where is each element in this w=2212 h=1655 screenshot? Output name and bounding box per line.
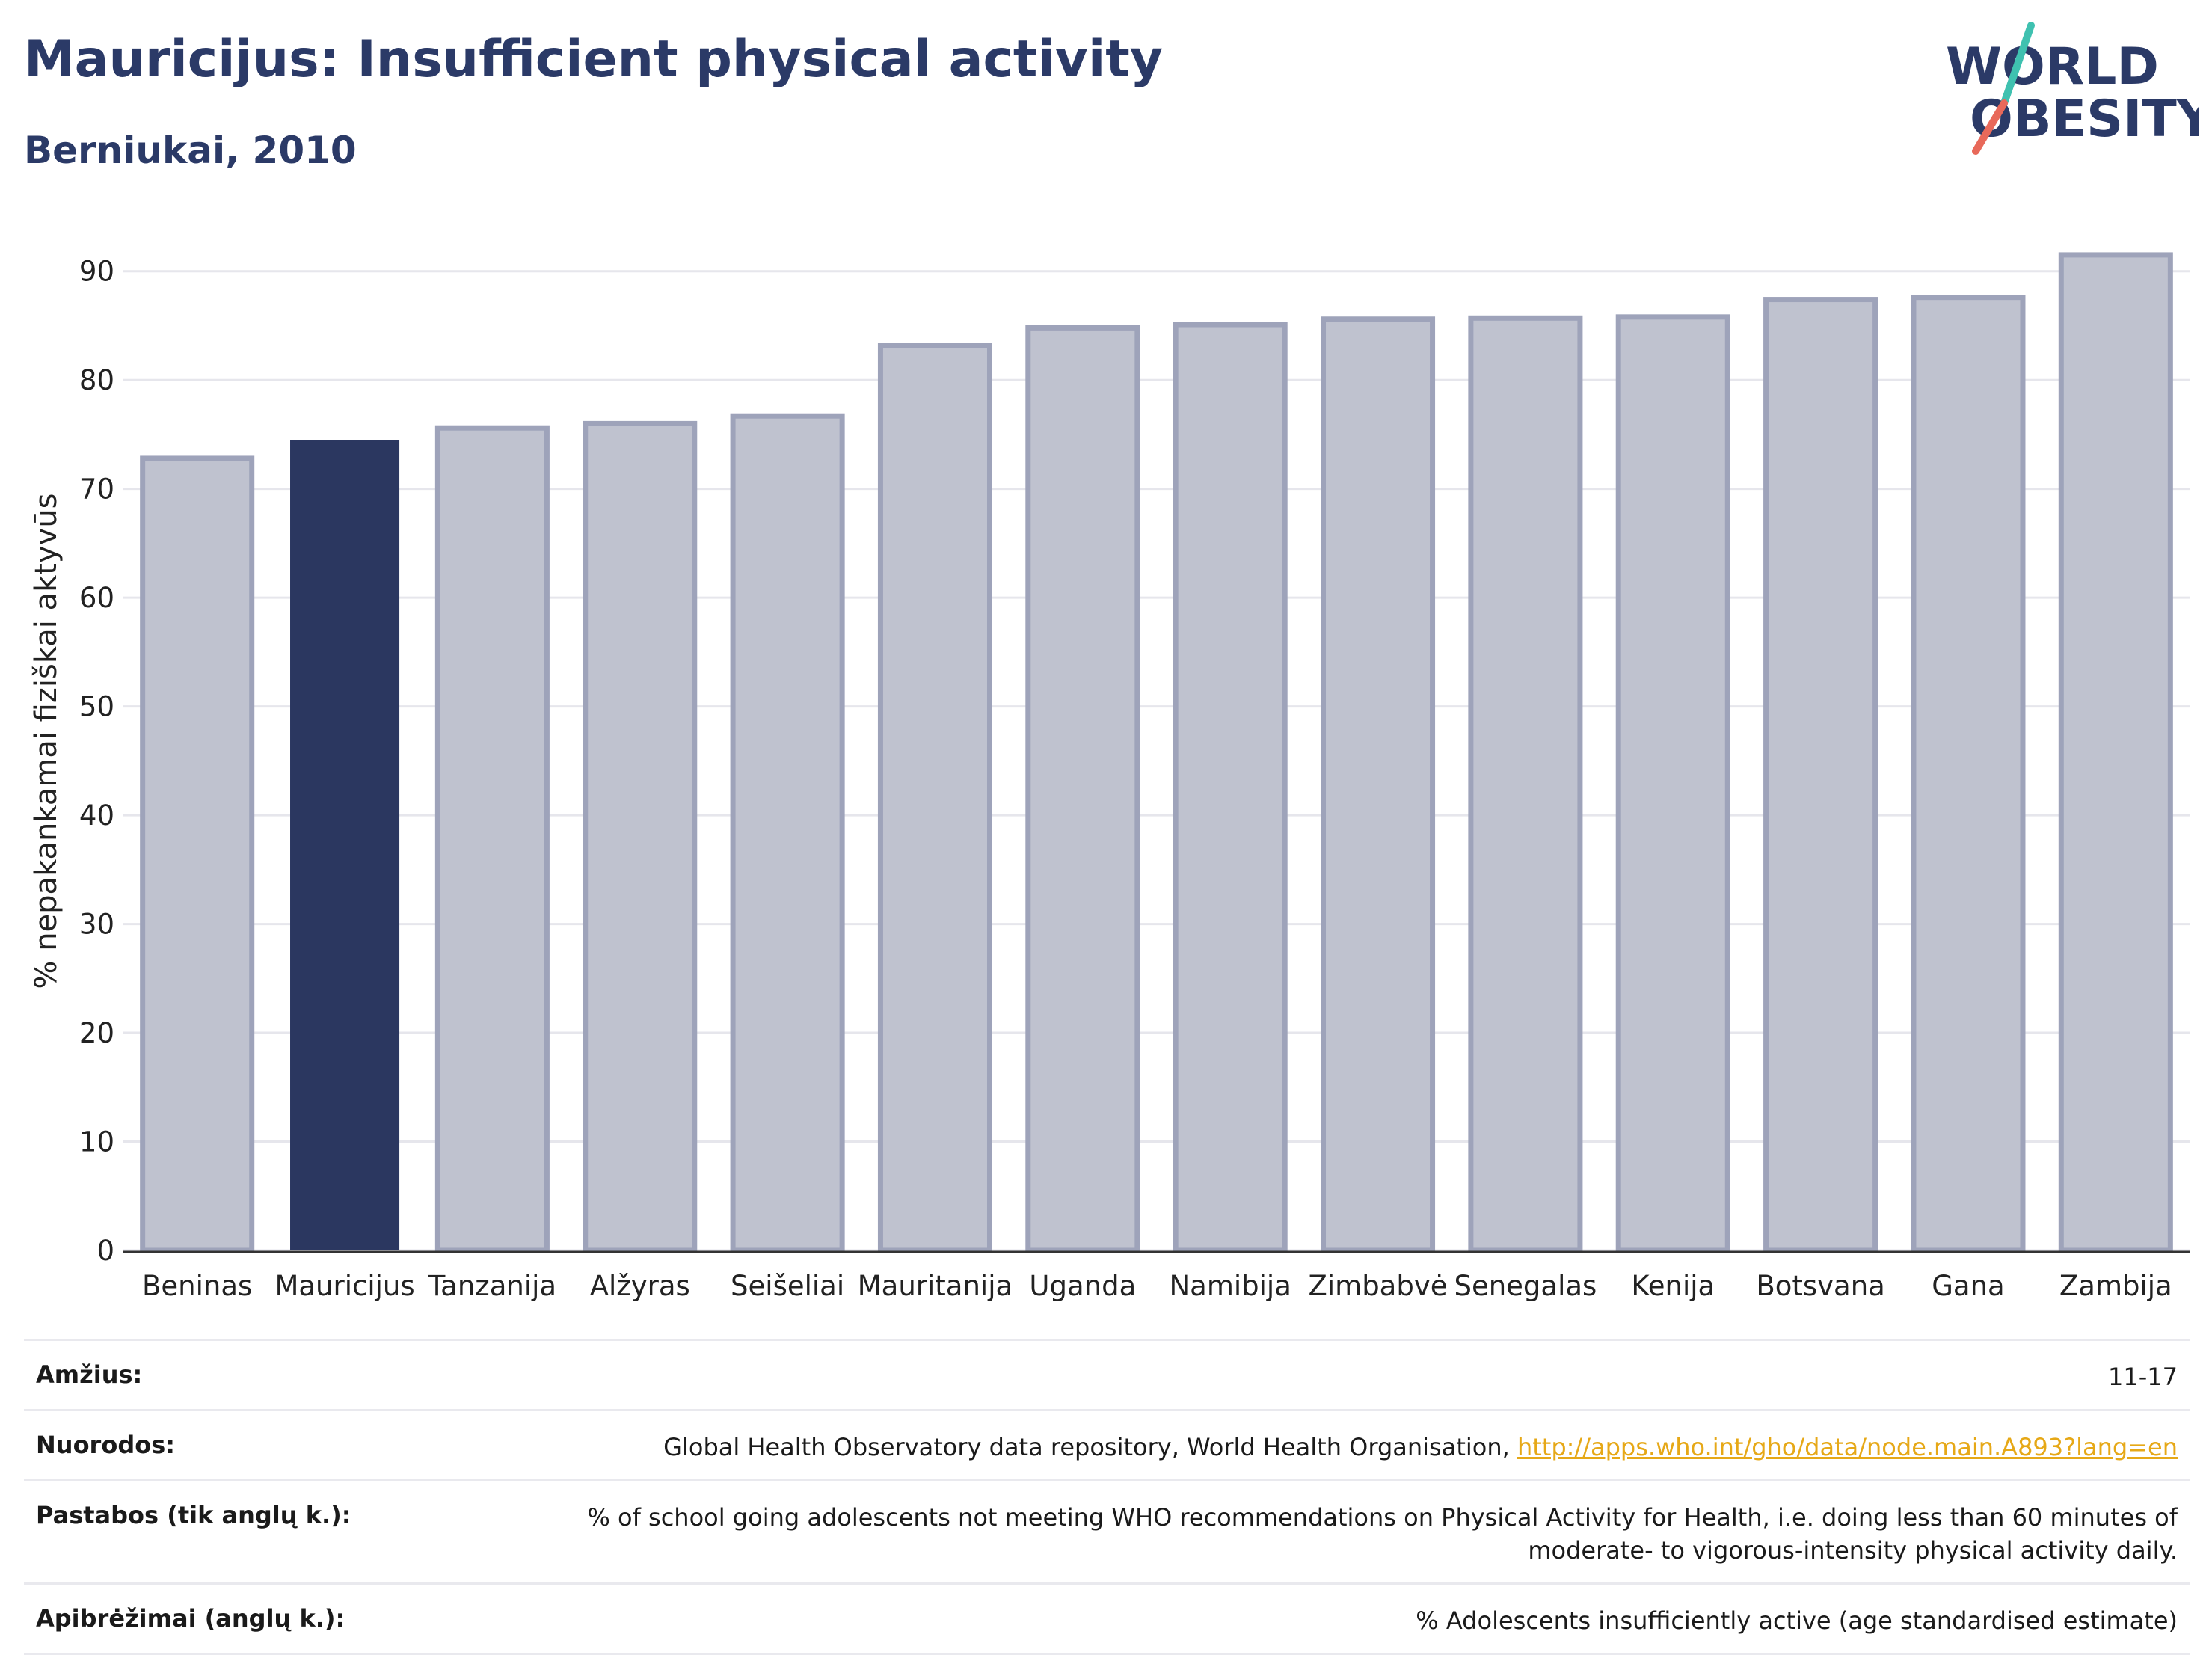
bar-seišeliai[interactable] <box>730 413 845 1253</box>
bar-uganda[interactable] <box>1025 325 1140 1253</box>
x-tick-label: Mauricijus <box>274 1270 414 1302</box>
x-tick-label: Namibija <box>1169 1270 1291 1302</box>
bar-botsvana[interactable] <box>1763 297 1878 1253</box>
logo-line-1: WORLD <box>1946 37 2159 96</box>
bar-senegalas[interactable] <box>1468 315 1583 1253</box>
y-tick-label: 40 <box>79 799 114 832</box>
y-tick-label: 70 <box>79 473 114 506</box>
meta-label: Nuorodos: <box>36 1430 176 1459</box>
world-obesity-logo: WORLD OBESITY <box>1946 22 2199 155</box>
y-axis-ticks: 0 10 20 30 40 50 60 70 80 90 <box>79 256 114 1267</box>
x-tick-label: Alžyras <box>590 1270 690 1302</box>
meta-value: Global Health Observatory data repositor… <box>514 1431 2178 1464</box>
meta-row-references: Nuorodos: Global Health Observatory data… <box>24 1408 2190 1479</box>
y-axis-label: % nepakankamai fiziškai aktyvūs <box>29 493 64 989</box>
meta-value: % Adolescents insufficiently active (age… <box>1416 1606 2178 1636</box>
y-tick-label: 10 <box>79 1126 114 1158</box>
y-tick-label: 90 <box>79 256 114 288</box>
x-tick-label: Uganda <box>1029 1270 1136 1302</box>
bar-mauricijus[interactable] <box>290 440 400 1250</box>
logo-slash-top <box>2000 22 2035 107</box>
bar-beninas[interactable] <box>140 455 255 1253</box>
y-tick-label: 20 <box>79 1017 114 1049</box>
bar-gana[interactable] <box>1911 295 2026 1253</box>
meta-row-age: Amžius: 11-17 <box>24 1339 2190 1409</box>
bar-alžyras[interactable] <box>583 420 698 1253</box>
x-tick-label: Senegalas <box>1454 1270 1597 1302</box>
y-tick-label: 50 <box>79 691 114 723</box>
y-tick-label: 0 <box>96 1235 114 1267</box>
x-tick-label: Zimbabvė <box>1309 1270 1448 1302</box>
bar-mauritanija[interactable] <box>877 343 992 1253</box>
x-tick-label: Kenija <box>1631 1270 1715 1302</box>
meta-label: Amžius: <box>36 1360 143 1389</box>
page-subtitle: Berniukai, 2010 <box>24 129 357 172</box>
bar-zimbabvė[interactable] <box>1321 316 1436 1253</box>
bars <box>140 252 2173 1253</box>
bar-chart: 0 10 20 30 40 50 60 70 80 90 Beninas Mauricijus Tan… <box>29 252 2190 1302</box>
x-tick-label: Botsvana <box>1756 1270 1885 1302</box>
x-tick-label: Gana <box>1932 1270 2004 1302</box>
y-tick-label: 80 <box>79 364 114 396</box>
y-tick-label: 60 <box>79 582 114 614</box>
meta-value: % of school going adolescents not meetin… <box>587 1502 2178 1565</box>
page-title: Mauricijus: Insufficient physical activi… <box>24 30 1164 89</box>
x-tick-label: Seišeliai <box>731 1270 844 1302</box>
bar-namibija[interactable] <box>1173 322 1288 1253</box>
x-tick-label: Mauritanija <box>858 1270 1013 1302</box>
bar-zambija[interactable] <box>2058 252 2173 1253</box>
x-axis-ticks: Beninas Mauricijus Tanzanija Alžyras Seišeli… <box>142 1270 2172 1302</box>
logo-slash-bottom <box>1972 99 2008 155</box>
y-tick-label: 30 <box>79 909 114 941</box>
x-tick-label: Beninas <box>142 1270 252 1302</box>
bar-kenija[interactable] <box>1615 314 1730 1253</box>
grid-lines <box>123 270 2190 1252</box>
reference-link[interactable]: http://apps.who.int/gho/data/node.main.A… <box>1517 1432 2178 1461</box>
meta-row-notes: Pastabos (tik anglų k.): % of school goi… <box>24 1479 2190 1583</box>
x-tick-label: Tanzanija <box>428 1270 556 1302</box>
reference-text: Global Health Observatory data repositor… <box>663 1432 1517 1461</box>
meta-row-definitions: Apibrėžimai (anglų k.): % Adolescents in… <box>24 1582 2190 1655</box>
meta-value: 11-17 <box>2108 1363 2178 1391</box>
meta-label: Pastabos (tik anglų k.): <box>36 1500 351 1529</box>
bar-tanzanija[interactable] <box>434 425 550 1253</box>
x-tick-label: Zambija <box>2059 1270 2172 1302</box>
meta-label: Apibrėžimai (anglų k.): <box>36 1604 345 1633</box>
metadata-table: Amžius: 11-17 Nuorodos: Global Health Ob… <box>24 1339 2190 1655</box>
